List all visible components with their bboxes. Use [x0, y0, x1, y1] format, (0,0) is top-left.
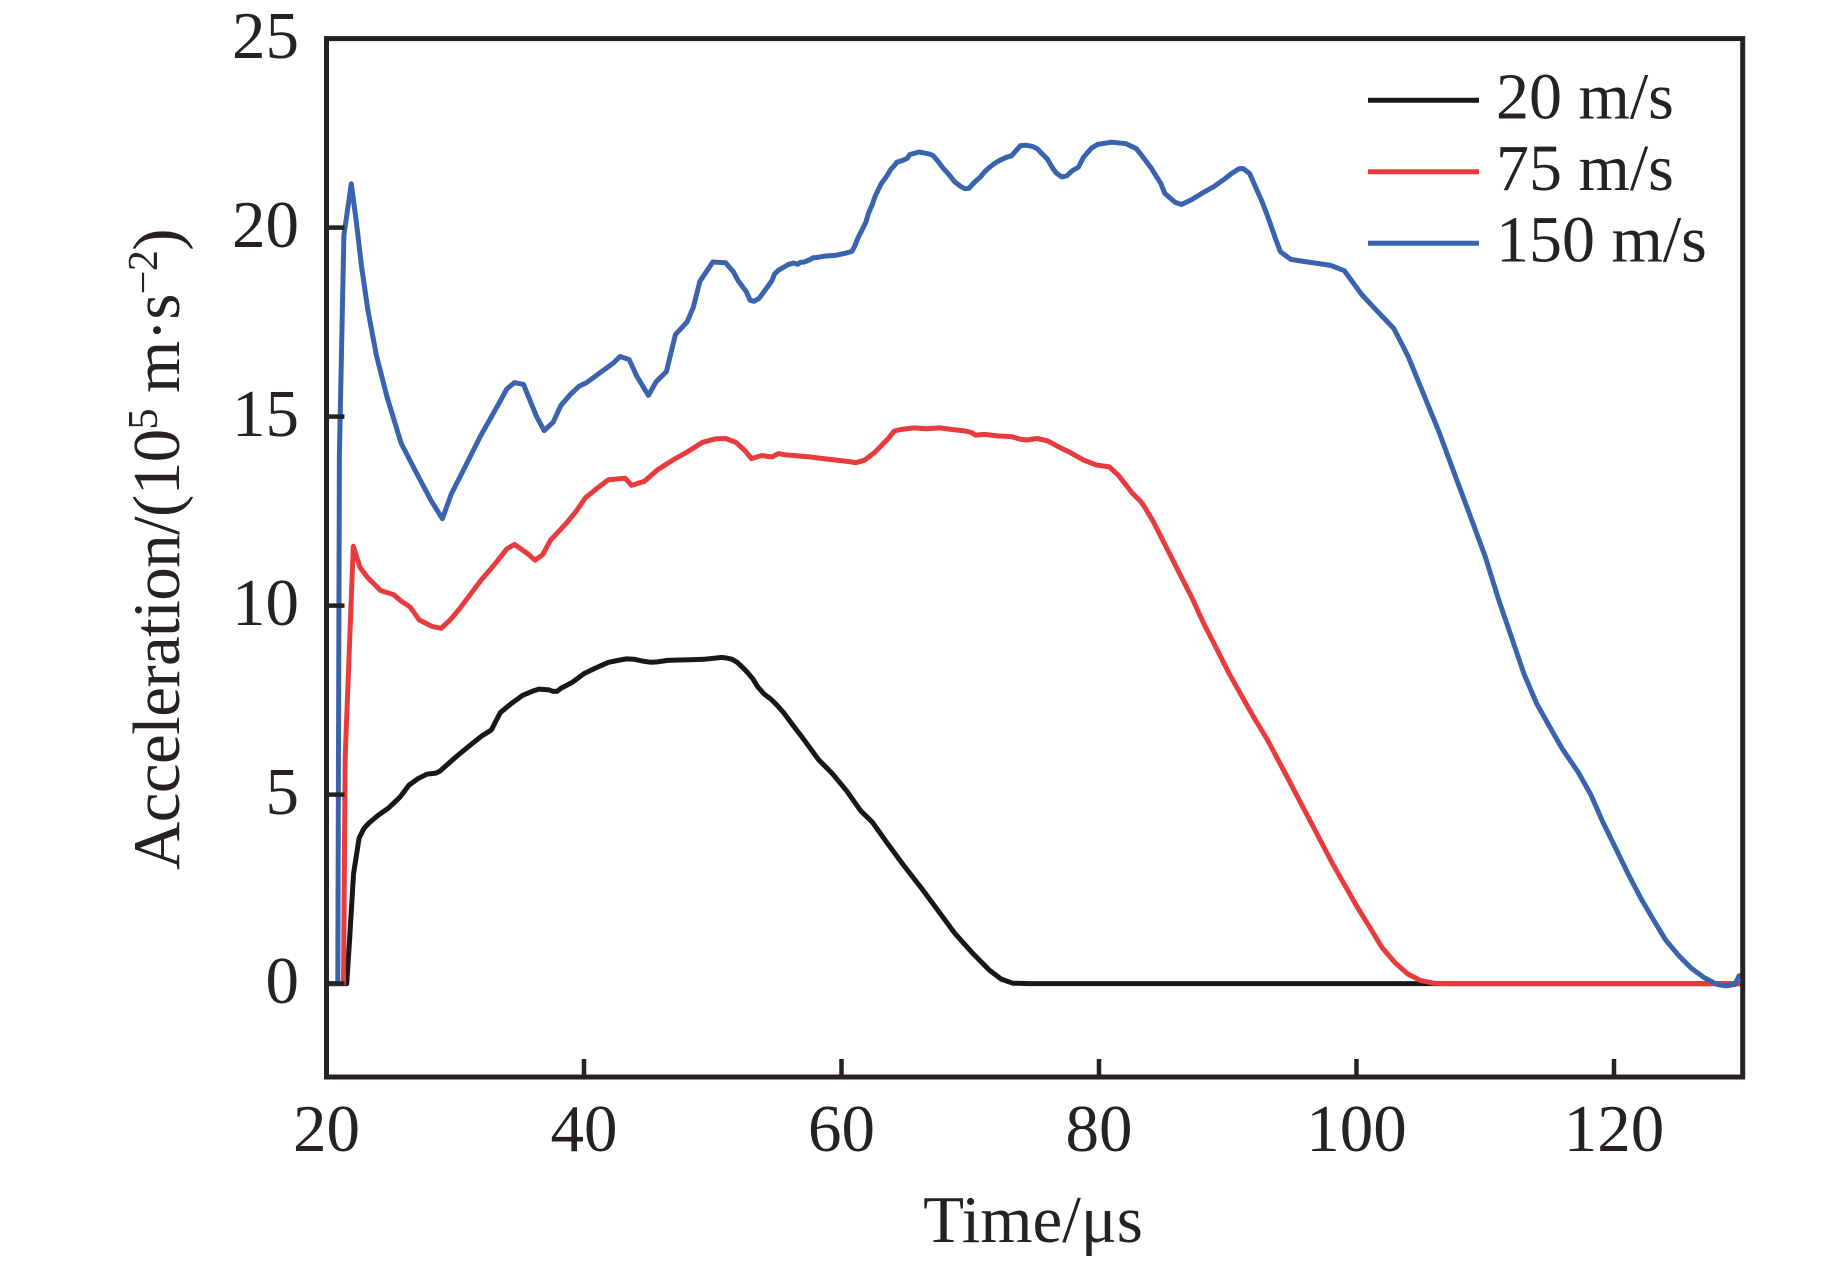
- svg-text:20: 20: [232, 188, 299, 262]
- svg-text:Acceleration/(105 m·s−2): Acceleration/(105 m·s−2): [120, 229, 194, 870]
- svg-text:80: 80: [1066, 1092, 1133, 1166]
- svg-text:40: 40: [551, 1092, 618, 1166]
- svg-text:100: 100: [1306, 1092, 1407, 1166]
- svg-text:150 m/s: 150 m/s: [1496, 204, 1707, 277]
- svg-text:60: 60: [808, 1092, 875, 1166]
- svg-text:20 m/s: 20 m/s: [1496, 61, 1674, 134]
- svg-text:15: 15: [232, 377, 299, 451]
- svg-text:120: 120: [1564, 1092, 1665, 1166]
- svg-text:75 m/s: 75 m/s: [1496, 132, 1674, 205]
- svg-text:25: 25: [232, 0, 299, 73]
- svg-text:Time/μs: Time/μs: [923, 1183, 1143, 1257]
- svg-text:5: 5: [266, 755, 300, 829]
- svg-text:0: 0: [266, 944, 300, 1018]
- svg-text:10: 10: [232, 566, 299, 640]
- svg-text:20: 20: [293, 1092, 360, 1166]
